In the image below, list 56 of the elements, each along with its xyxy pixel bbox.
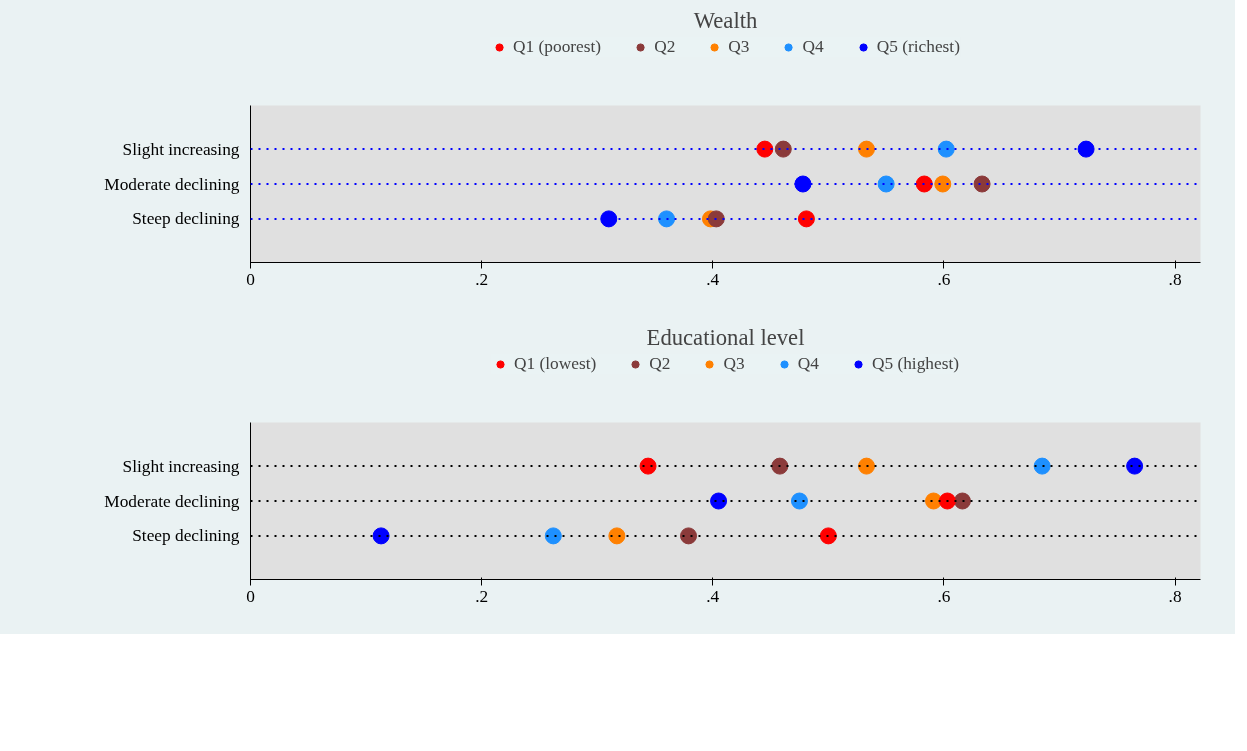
point xyxy=(710,492,728,510)
x-tick-label: .2 xyxy=(475,269,489,289)
point xyxy=(372,527,390,545)
x-tick-label: .4 xyxy=(706,586,720,606)
x-tick-label: .4 xyxy=(706,269,720,289)
point xyxy=(858,457,875,475)
legend-label: Q5 (richest) xyxy=(876,37,960,57)
point xyxy=(707,210,725,228)
legend-label: Q4 xyxy=(797,354,819,374)
point xyxy=(756,140,774,158)
point xyxy=(794,175,812,193)
point xyxy=(771,457,789,475)
x-tick-label: .2 xyxy=(475,586,489,606)
point xyxy=(1033,457,1051,475)
point xyxy=(953,492,971,510)
y-tick-label: Slight increasing xyxy=(122,139,240,159)
legend-label: Q3 xyxy=(723,354,745,374)
legend-label: Q3 xyxy=(728,37,750,57)
x-tick-label: .6 xyxy=(937,269,951,289)
legend-label: Q2 xyxy=(654,37,676,57)
y-tick-label: Steep declining xyxy=(132,526,240,546)
x-tick-label: 0 xyxy=(246,586,255,606)
point xyxy=(877,175,895,193)
point xyxy=(790,492,808,510)
y-tick-label: Moderate declining xyxy=(104,174,240,194)
point xyxy=(600,210,618,228)
legend-label: Q2 xyxy=(649,354,671,374)
y-tick-label: Slight increasing xyxy=(122,456,240,476)
chart-title: Wealth xyxy=(693,7,758,33)
point xyxy=(858,140,875,158)
point xyxy=(680,527,698,545)
x-tick-label: 0 xyxy=(246,269,255,289)
legend-label: Q5 (highest) xyxy=(871,354,959,374)
x-tick-label: .6 xyxy=(937,586,951,606)
point xyxy=(1077,140,1095,158)
point xyxy=(797,210,815,228)
point xyxy=(938,492,956,510)
x-tick-label: .8 xyxy=(1168,586,1182,606)
point xyxy=(937,140,955,158)
legend-label: Q1 (poorest) xyxy=(513,37,602,57)
point xyxy=(639,457,657,475)
point xyxy=(915,175,933,193)
chart-title: Educational level xyxy=(646,324,805,350)
point xyxy=(1126,457,1144,475)
point xyxy=(774,140,792,158)
point xyxy=(819,527,837,545)
legend-label: Q1 (lowest) xyxy=(514,354,597,374)
point xyxy=(658,210,676,228)
legend-label: Q4 xyxy=(802,37,824,57)
y-tick-label: Moderate declining xyxy=(104,491,240,511)
point xyxy=(608,527,626,545)
x-tick-label: .8 xyxy=(1168,269,1182,289)
y-tick-label: Steep declining xyxy=(132,209,240,229)
point xyxy=(934,175,952,193)
point xyxy=(544,527,562,545)
point xyxy=(973,175,991,193)
